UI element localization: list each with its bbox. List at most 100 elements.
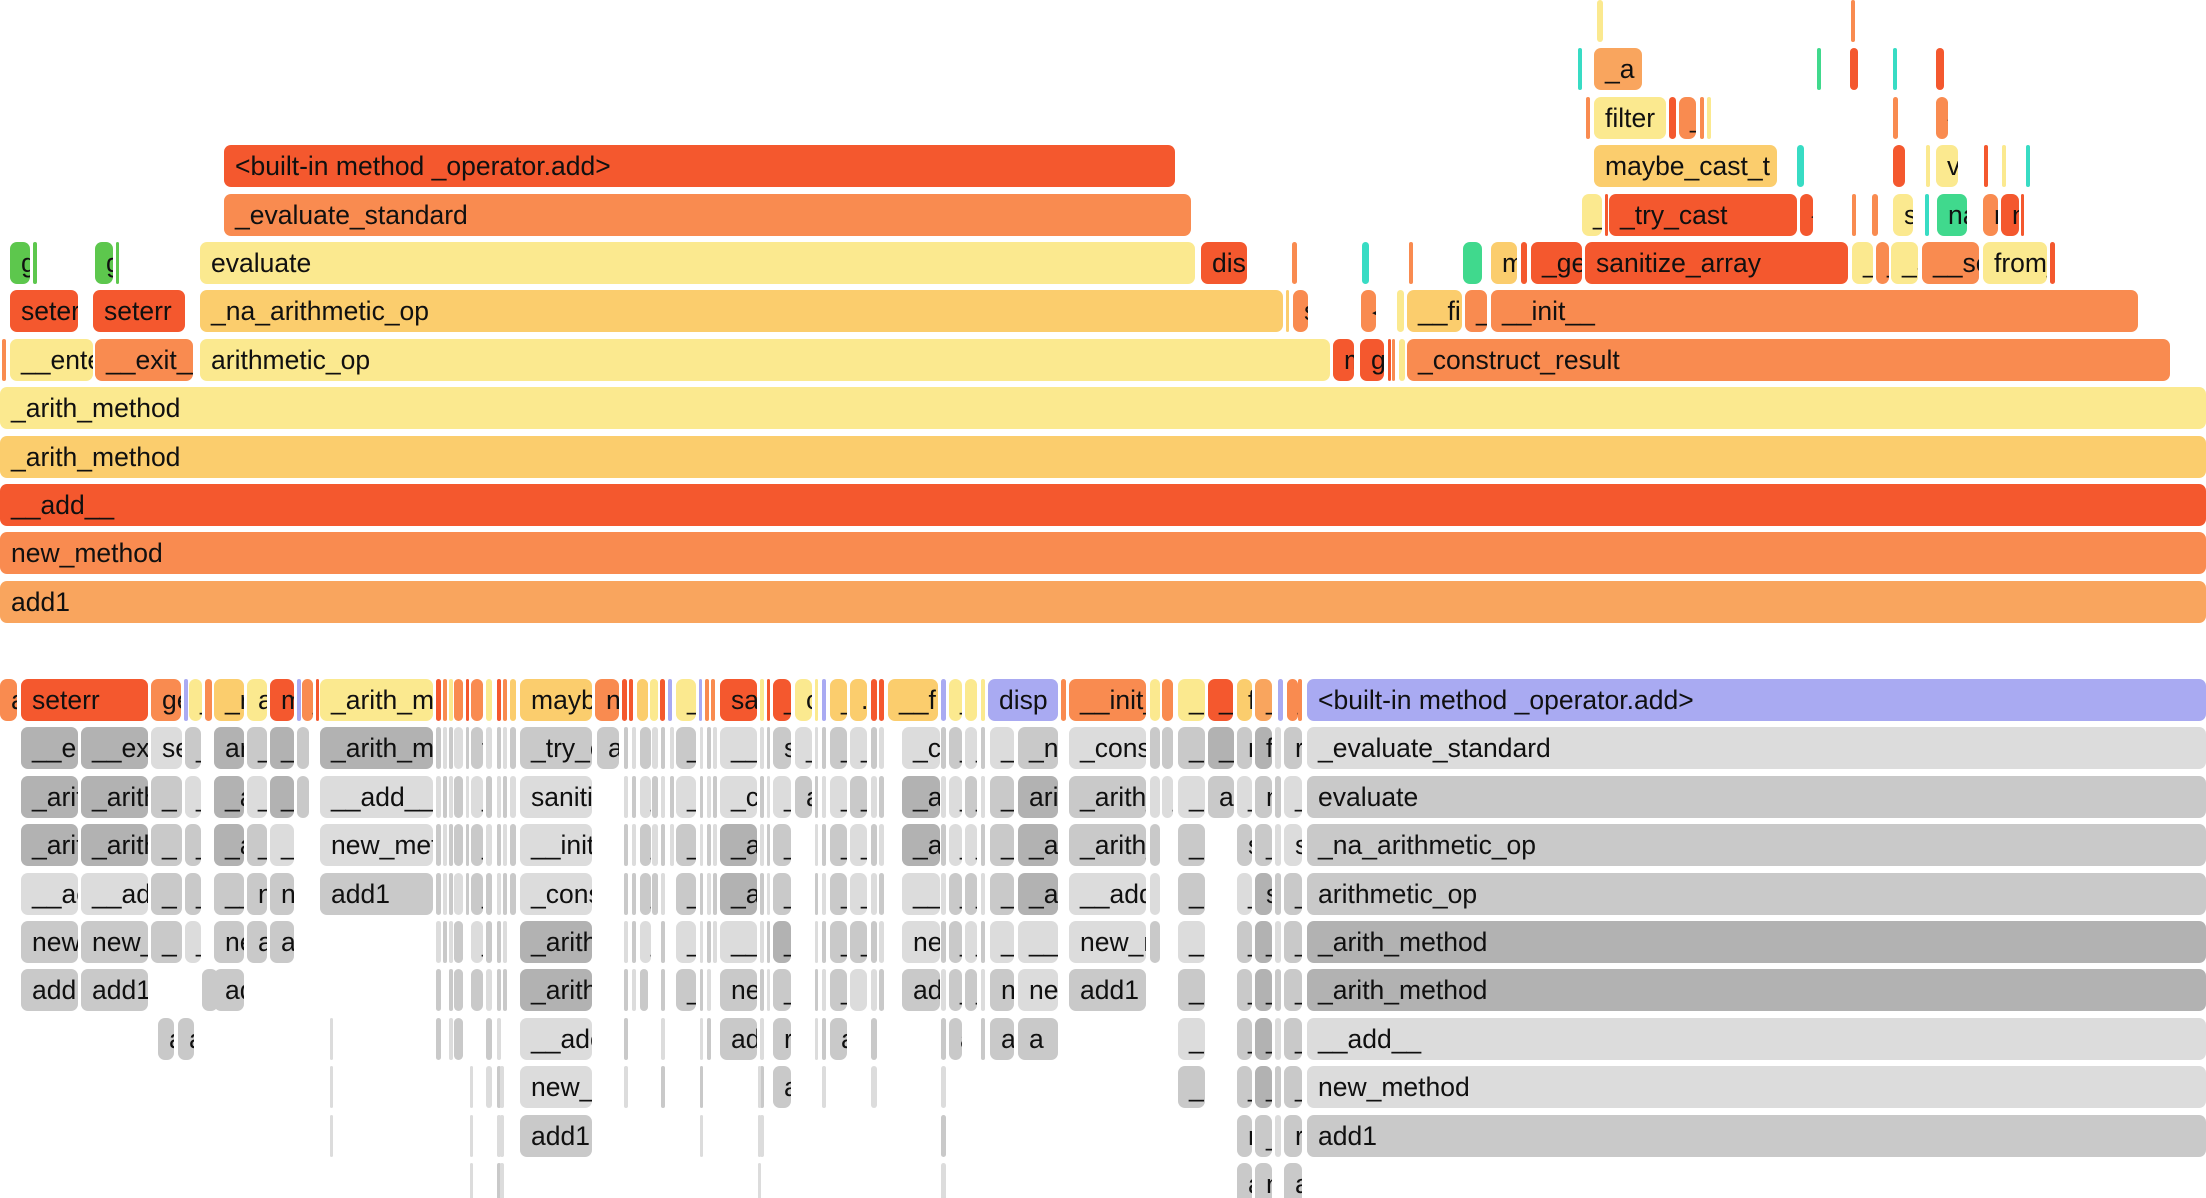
- frame-bottom-stack[interactable]: [670, 775, 674, 818]
- frame-bottom-stack[interactable]: new_m: [1069, 921, 1146, 963]
- frame-bottom-stack[interactable]: [767, 872, 770, 915]
- frame-bottom-stack[interactable]: a: [1208, 775, 1234, 818]
- frame-bottom-stack[interactable]: __: [720, 727, 757, 770]
- frame-bottom-stack[interactable]: __adc: [520, 1017, 592, 1060]
- frame-top-r5[interactable]: [116, 242, 119, 284]
- frame-bottom-stack[interactable]: [700, 775, 703, 818]
- frame-bottom-stack[interactable]: [470, 1114, 473, 1157]
- frame-bottom-stack[interactable]: [707, 872, 711, 915]
- frame-bottom-stack[interactable]: a: [297, 775, 309, 818]
- frame-top-r4[interactable]: n: [2001, 193, 2019, 236]
- frame-bottom-stack[interactable]: [510, 872, 516, 915]
- frame-bottom-stack[interactable]: [500, 1114, 504, 1157]
- frame-bottom-stack[interactable]: [707, 969, 711, 1012]
- frame-top-r3[interactable]: [1893, 145, 1905, 188]
- frame-bottom-stack[interactable]: add1: [520, 1114, 592, 1157]
- frame-bottom-stack[interactable]: _: [1255, 1114, 1272, 1157]
- frame-top-r10[interactable]: __add__: [0, 484, 2206, 526]
- frame-bottom-stack[interactable]: _arith_method: [1307, 969, 2206, 1012]
- frame-bottom-stack[interactable]: [1150, 921, 1160, 963]
- frame-bottom-stack[interactable]: _: [949, 921, 962, 963]
- frame-bottom-stack[interactable]: [503, 969, 507, 1012]
- frame-bottom-stack[interactable]: _: [185, 872, 201, 915]
- frame-bottom-stack[interactable]: _: [830, 969, 847, 1012]
- frame-bottom-stack[interactable]: [632, 872, 636, 915]
- frame-bottom-stack[interactable]: _: [990, 775, 1014, 818]
- frame-top-r5[interactable]: disp: [1201, 242, 1247, 284]
- frame-top-r4[interactable]: [1605, 193, 1608, 236]
- frame-top-r5[interactable]: [1409, 242, 1413, 284]
- frame-bottom-stack[interactable]: [767, 775, 770, 818]
- frame-bottom-stack[interactable]: [713, 824, 717, 867]
- frame-bottom-header[interactable]: sa: [720, 679, 757, 721]
- frame-top-r6[interactable]: s: [1293, 290, 1308, 333]
- frame-bottom-stack[interactable]: _: [471, 872, 483, 915]
- frame-bottom-stack[interactable]: _: [1178, 727, 1205, 770]
- frame-top-r2[interactable]: [1669, 96, 1676, 139]
- frame-bottom-header[interactable]: maybe: [520, 679, 592, 721]
- frame-bottom-header[interactable]: __init_: [1069, 679, 1146, 721]
- frame-bottom-header[interactable]: _: [1255, 679, 1272, 721]
- frame-top-r7[interactable]: m: [1333, 338, 1354, 381]
- frame-bottom-stack[interactable]: [822, 872, 826, 915]
- frame-bottom-header[interactable]: [941, 679, 946, 721]
- frame-bottom-stack[interactable]: [632, 775, 636, 818]
- frame-bottom-stack[interactable]: _co: [902, 727, 940, 770]
- frame-bottom-stack[interactable]: [879, 872, 884, 915]
- frame-bottom-header[interactable]: r: [471, 679, 483, 721]
- frame-bottom-stack[interactable]: [470, 1163, 473, 1198]
- frame-bottom-stack[interactable]: [1275, 727, 1281, 770]
- frame-bottom-stack[interactable]: [767, 824, 770, 867]
- frame-bottom-stack[interactable]: [497, 969, 501, 1012]
- frame-bottom-stack[interactable]: [661, 775, 665, 818]
- frame-bottom-stack[interactable]: [454, 921, 463, 963]
- frame-top-r5[interactable]: from_: [1983, 242, 2047, 284]
- frame-bottom-stack[interactable]: [624, 727, 628, 770]
- frame-bottom-stack[interactable]: n: [1162, 727, 1173, 770]
- frame-bottom-stack[interactable]: fi: [1255, 727, 1272, 770]
- frame-bottom-stack[interactable]: [500, 1066, 504, 1109]
- frame-top-r5[interactable]: [1362, 242, 1369, 284]
- frame-bottom-stack[interactable]: [1275, 1114, 1281, 1157]
- frame-bottom-stack[interactable]: _: [1284, 872, 1302, 915]
- frame-bottom-header[interactable]: [205, 679, 212, 721]
- frame-bottom-stack[interactable]: [471, 969, 483, 1012]
- frame-top-r4[interactable]: [1872, 193, 1878, 236]
- frame-bottom-stack[interactable]: [466, 775, 469, 818]
- frame-bottom-stack[interactable]: arithmetic_op: [1307, 872, 2206, 915]
- frame-bottom-stack[interactable]: [871, 824, 877, 867]
- frame-bottom-stack[interactable]: _: [850, 921, 867, 963]
- frame-bottom-stack[interactable]: [503, 824, 507, 867]
- frame-bottom-stack[interactable]: [436, 727, 441, 770]
- frame-bottom-stack[interactable]: _na: [1018, 727, 1058, 770]
- frame-bottom-stack[interactable]: _a: [1208, 727, 1234, 770]
- frame-bottom-stack[interactable]: [760, 921, 764, 963]
- frame-bottom-stack[interactable]: _: [1178, 775, 1205, 818]
- frame-bottom-header[interactable]: [981, 679, 985, 721]
- frame-top-r7[interactable]: g: [1360, 338, 1384, 381]
- frame-bottom-stack[interactable]: [652, 775, 658, 818]
- frame-bottom-stack[interactable]: _: [1237, 921, 1252, 963]
- frame-top-r6[interactable]: ◂: [1361, 290, 1376, 333]
- frame-bottom-header[interactable]: [760, 679, 764, 721]
- frame-top-r5[interactable]: m: [1491, 242, 1517, 284]
- frame-bottom-header[interactable]: [497, 679, 501, 721]
- frame-top-r2[interactable]: [1586, 96, 1590, 139]
- frame-top-r3[interactable]: [1984, 145, 1988, 188]
- frame-bottom-header[interactable]: c: [795, 679, 812, 721]
- frame-bottom-stack[interactable]: [941, 824, 946, 867]
- frame-bottom-stack[interactable]: [510, 727, 516, 770]
- frame-bottom-stack[interactable]: [497, 824, 501, 867]
- frame-top-r4[interactable]: [1925, 193, 1929, 236]
- frame-bottom-stack[interactable]: _: [1237, 969, 1252, 1012]
- frame-bottom-stack[interactable]: [454, 969, 463, 1012]
- frame-bottom-stack[interactable]: _: [795, 727, 812, 770]
- frame-bottom-stack[interactable]: [330, 1066, 333, 1109]
- frame-bottom-stack[interactable]: _: [850, 727, 867, 770]
- frame-bottom-stack[interactable]: [497, 1114, 501, 1157]
- frame-bottom-stack[interactable]: [871, 969, 877, 1012]
- frame-bottom-stack[interactable]: [497, 775, 501, 818]
- frame-bottom-stack[interactable]: [879, 727, 884, 770]
- frame-bottom-stack[interactable]: [652, 872, 658, 915]
- frame-top-r2[interactable]: [1893, 96, 1898, 139]
